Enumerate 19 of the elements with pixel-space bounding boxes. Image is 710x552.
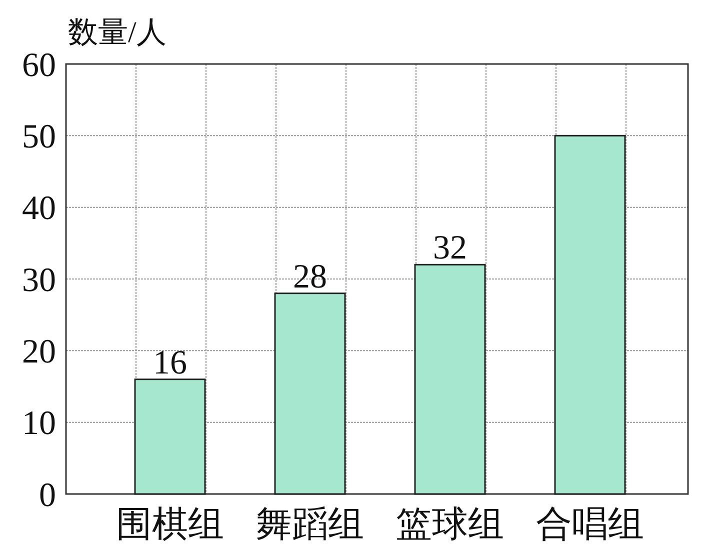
data-label: 16 [153,344,187,382]
x-tick-label: 合唱组 [536,504,644,544]
y-tick-label: 10 [22,405,56,442]
x-tick-label: 围棋组 [116,504,224,544]
bar [134,378,206,495]
y-axis-title: 数量/人 [68,16,166,49]
y-tick-label: 30 [22,262,56,299]
y-tick-label: 50 [22,118,56,156]
y-tick-label: 60 [22,46,56,84]
bar [274,292,346,495]
y-tick-label: 20 [22,334,56,371]
y-tick-label: 0 [39,476,56,514]
x-tick-label: 篮球组 [396,504,504,544]
bar [414,264,486,495]
x-tick-label: 舞蹈组 [256,504,364,544]
y-tick-label: 40 [22,190,56,228]
data-label: 28 [293,258,327,296]
data-label: 32 [433,230,467,267]
bar [554,134,626,495]
